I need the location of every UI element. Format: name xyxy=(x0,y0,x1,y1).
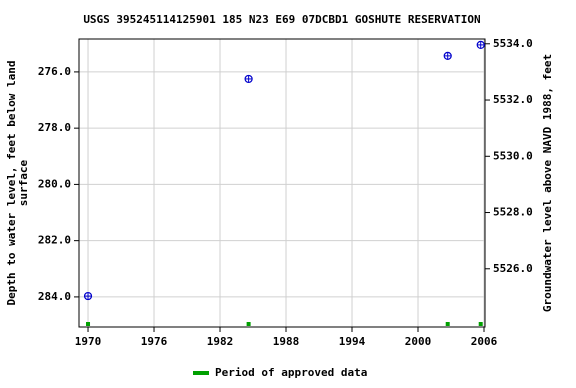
y2-tick-label: 5534.0 xyxy=(493,37,533,50)
approved-marker xyxy=(478,322,483,326)
x-tick-label: 1970 xyxy=(75,335,102,348)
x-tick-label: 1994 xyxy=(339,335,366,348)
data-point xyxy=(83,291,93,301)
approved-marker xyxy=(86,322,91,326)
data-point xyxy=(244,74,253,84)
x-tick-label: 1988 xyxy=(273,335,300,348)
y-tick-label: 278.0 xyxy=(38,121,71,134)
approved-marker xyxy=(445,322,450,326)
approved-marker xyxy=(246,322,251,326)
data-point xyxy=(476,40,485,50)
y-axis-label: surface xyxy=(17,159,30,206)
data-point xyxy=(443,51,452,60)
y-axis-label: Depth to water level, feet below land xyxy=(5,60,18,305)
y-tick-label: 280.0 xyxy=(38,177,71,190)
x-tick-label: 2000 xyxy=(405,335,432,348)
x-tick-label: 1976 xyxy=(141,335,168,348)
legend-label: Period of approved data xyxy=(215,366,367,379)
y-tick-label: 276.0 xyxy=(38,65,71,78)
plot-frame xyxy=(78,38,486,328)
y2-tick-label: 5526.0 xyxy=(493,262,533,275)
chart-title: USGS 395245114125901 185 N23 E69 07DCBD1… xyxy=(83,13,480,26)
x-tick-label: 2006 xyxy=(471,335,498,348)
y2-tick-label: 5532.0 xyxy=(493,93,533,106)
y2-tick-label: 5528.0 xyxy=(493,206,533,219)
y2-tick-label: 5530.0 xyxy=(493,149,533,162)
x-tick-label: 1982 xyxy=(207,335,234,348)
y-tick-label: 284.0 xyxy=(38,290,71,303)
y-tick-label: 282.0 xyxy=(38,234,71,247)
y2-axis-label: Groundwater level above NAVD 1988, feet xyxy=(541,54,554,312)
